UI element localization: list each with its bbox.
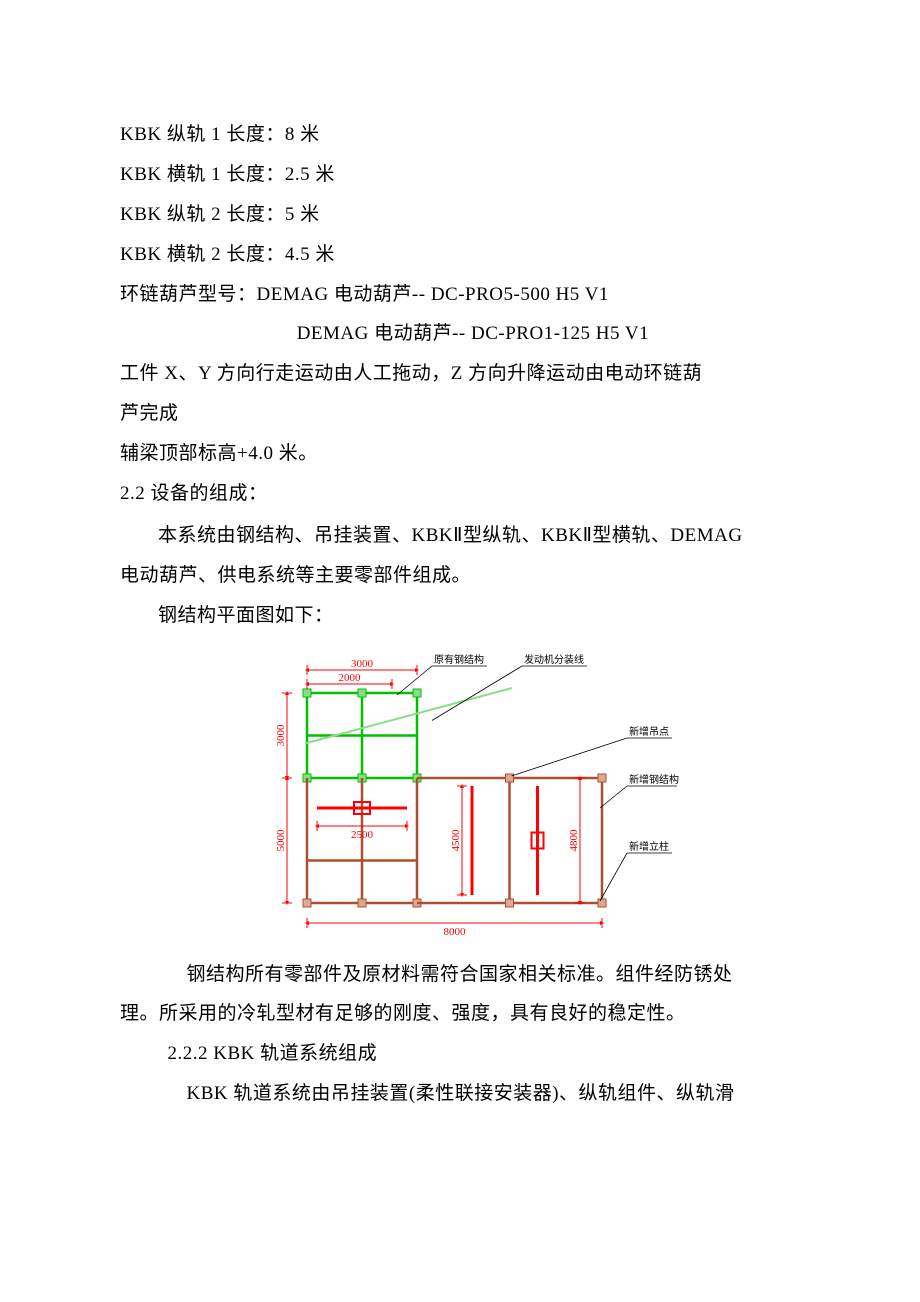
heading-222: 2.2.2 KBK 轨道系统组成 <box>120 1034 810 1074</box>
spec-line-4: KBK 横轨 2 长度：4.5 米 <box>120 235 810 275</box>
section-22-para1: 本系统由钢结构、吊挂装置、KBKⅡ型纵轨、KBKⅡ型横轨、DEMAG <box>120 516 810 556</box>
svg-text:4800: 4800 <box>568 829 580 852</box>
diagram-svg: 3000 2000 3000 5000 2500 4500 4800 8000 原有钢结构 发动机… <box>232 648 698 938</box>
svg-text:发动机分装线: 发动机分装线 <box>524 653 584 666</box>
spec-line-3: KBK 纵轨 2 长度：5 米 <box>120 195 810 235</box>
svg-text:新增吊点: 新增吊点 <box>629 725 669 738</box>
spec-line-8: 芦完成 <box>120 394 810 434</box>
svg-text:新增立柱: 新增立柱 <box>629 840 669 853</box>
svg-text:新增钢结构: 新增钢结构 <box>629 773 679 786</box>
post-para3: KBK 轨道系统由吊挂装置(柔性联接安装器)、纵轨组件、纵轨滑 <box>120 1074 810 1114</box>
spec-line-7: 工件 X、Y 方向行走运动由人工拖动，Z 方向升降运动由电动环链葫 <box>120 354 810 394</box>
svg-text:2000: 2000 <box>339 672 362 684</box>
spec-line-9: 辅梁顶部标高+4.0 米。 <box>120 434 810 474</box>
spec-line-2: KBK 横轨 1 长度：2.5 米 <box>120 155 810 195</box>
svg-text:3000: 3000 <box>351 658 374 670</box>
section-22-heading: 2.2 设备的组成： <box>120 474 810 514</box>
svg-text:原有钢结构: 原有钢结构 <box>434 653 484 666</box>
spec-line-1: KBK 纵轨 1 长度：8 米 <box>120 115 810 155</box>
spec-line-6: DEMAG 电动葫芦-- DC-PRO1-125 H5 V1 <box>120 314 810 354</box>
steel-structure-diagram: 3000 2000 3000 5000 2500 4500 4800 8000 原有钢结构 发动机… <box>120 648 810 943</box>
svg-text:5000: 5000 <box>275 829 287 852</box>
spec-line-5: 环链葫芦型号：DEMAG 电动葫芦-- DC-PRO5-500 H5 V1 <box>120 275 810 315</box>
svg-text:3000: 3000 <box>275 724 287 747</box>
section-22-para2: 电动葫芦、供电系统等主要零部件组成。 <box>120 556 810 596</box>
svg-text:2500: 2500 <box>351 829 374 841</box>
svg-text:8000: 8000 <box>444 926 467 938</box>
post-para1: 钢结构所有零部件及原材料需符合国家相关标准。组件经防锈处 <box>120 955 810 995</box>
post-para2: 理。所采用的冷轧型材有足够的刚度、强度，具有良好的稳定性。 <box>120 994 810 1034</box>
svg-text:4500: 4500 <box>450 829 462 852</box>
section-22-para3: 钢结构平面图如下： <box>120 596 810 636</box>
